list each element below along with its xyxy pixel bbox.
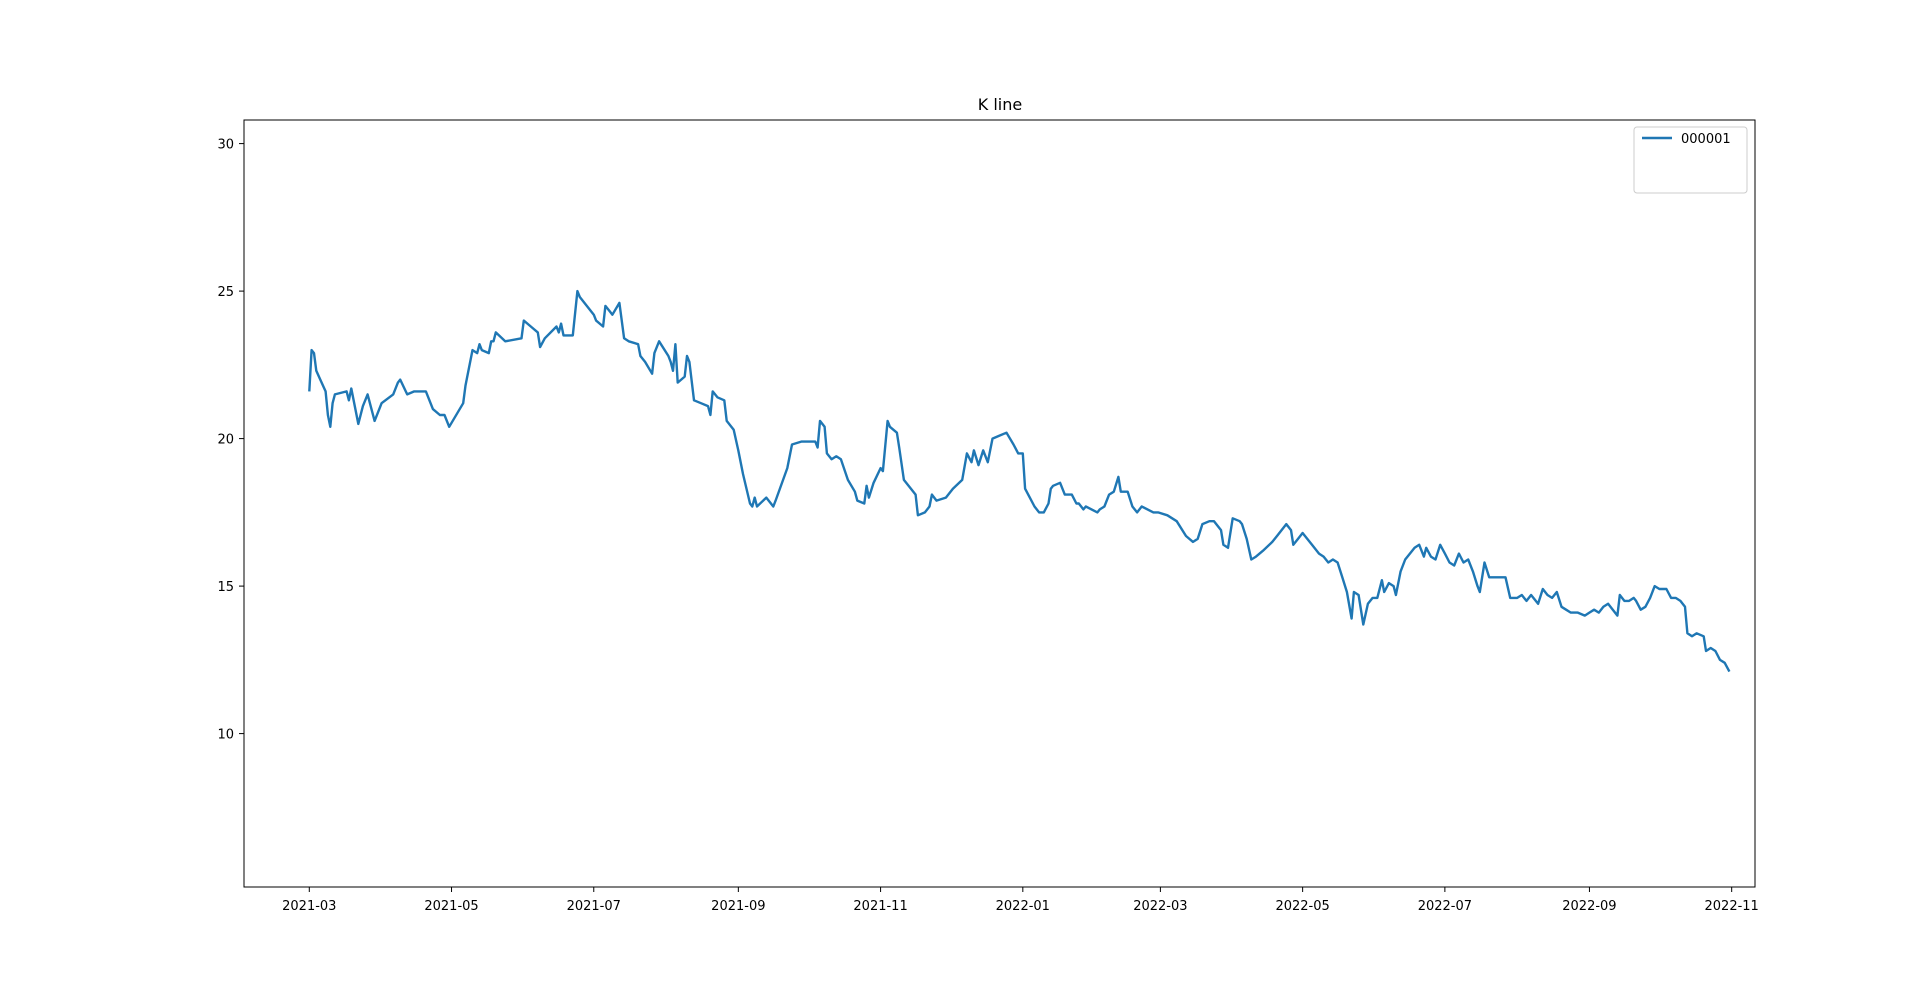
legend: 000001 (1633, 126, 1748, 194)
x-tick-label: 2022-03 (1133, 899, 1187, 914)
y-tick-label: 15 (217, 580, 234, 595)
plot-area (308, 289, 1731, 673)
y-tick-label: 30 (217, 138, 234, 153)
x-tick-label: 2022-11 (1705, 899, 1759, 914)
x-tick-label: 2022-09 (1562, 899, 1616, 914)
x-tick-label: 2022-01 (996, 899, 1050, 914)
x-tick-label: 2021-05 (424, 899, 478, 914)
x-tick-label: 2021-03 (282, 899, 336, 914)
axes-frame (243, 119, 1756, 888)
x-axis: 2021-03 2021-05 2021-07 2021-09 2021-11 2022-… (282, 887, 1759, 914)
x-tick-label: 2021-07 (567, 899, 621, 914)
series-line-000001 (308, 289, 1731, 673)
legend-box (1633, 126, 1748, 194)
y-tick-label: 20 (217, 433, 234, 448)
x-tick-label: 2022-07 (1418, 899, 1472, 914)
legend-label-000001: 000001 (1681, 132, 1731, 147)
x-tick-label: 2022-05 (1275, 899, 1329, 914)
y-tick-label: 10 (217, 728, 234, 743)
y-tick-label: 25 (217, 285, 234, 300)
chart-title: K line (978, 95, 1022, 114)
x-tick-label: 2021-11 (853, 899, 907, 914)
y-axis: 10 15 20 25 30 (217, 138, 244, 743)
x-tick-label: 2021-09 (711, 899, 765, 914)
